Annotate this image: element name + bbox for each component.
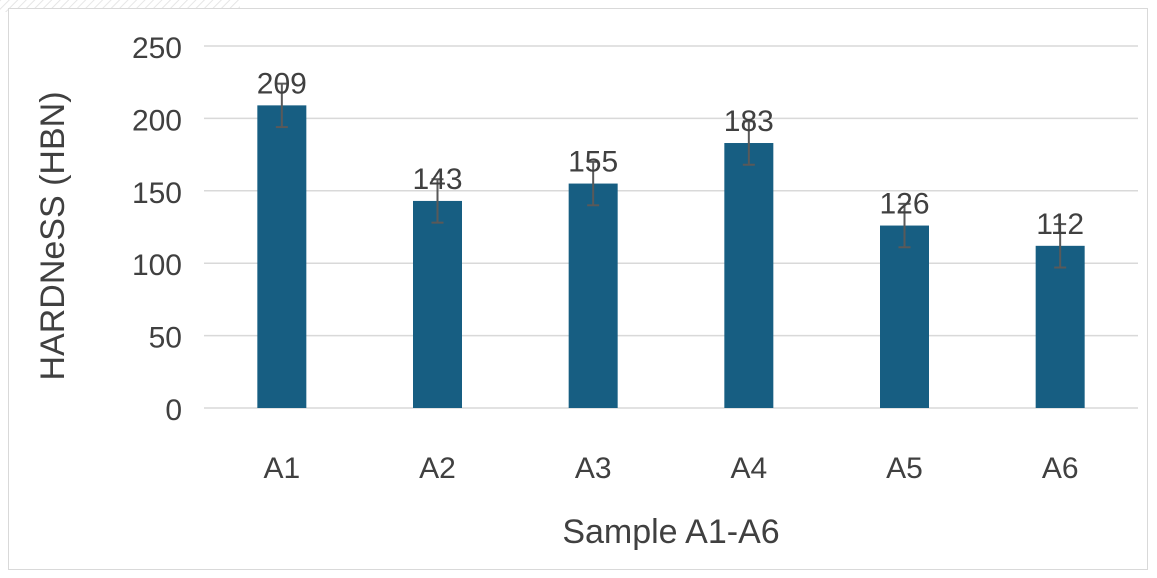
bar	[568, 183, 618, 408]
error-bar	[898, 202, 911, 249]
y-axis-title: HARDNeSS (HBN)	[34, 91, 72, 380]
data-label: 126	[879, 188, 929, 221]
x-tick-label: A2	[419, 452, 456, 485]
bar	[257, 105, 307, 409]
x-tick-label: A1	[263, 452, 300, 485]
data-label: 183	[724, 105, 774, 138]
y-axis-ticks: 0 50 100 150 200 250	[132, 32, 182, 427]
x-tick-label: A3	[575, 452, 612, 485]
y-tick-label: 200	[132, 104, 182, 137]
y-tick-label: 250	[132, 32, 182, 65]
bar	[1035, 245, 1085, 408]
x-tick-label: A5	[886, 452, 923, 485]
gridlines	[204, 45, 1138, 409]
y-tick-label: 0	[165, 394, 182, 427]
x-tick-label: A4	[730, 452, 767, 485]
bar	[724, 143, 774, 409]
bar	[880, 225, 929, 408]
error-bar	[275, 82, 288, 129]
bar	[413, 200, 462, 408]
x-tick-label: A6	[1042, 452, 1079, 485]
data-label: 112	[1036, 208, 1084, 241]
error-bar	[431, 178, 444, 224]
data-label: 143	[412, 163, 462, 196]
bars: 209 143 155 183 126 112	[257, 67, 1085, 409]
x-axis-title: Sample A1-A6	[562, 513, 779, 551]
y-tick-label: 100	[132, 249, 182, 282]
y-tick-label: 150	[132, 177, 182, 210]
y-tick-label: 50	[149, 322, 182, 355]
error-bar	[742, 120, 755, 166]
data-label: 155	[568, 146, 618, 179]
x-axis-ticks: A1 A2 A3 A4 A5 A6	[263, 452, 1078, 485]
data-label: 209	[257, 67, 307, 100]
error-bar	[1054, 223, 1067, 269]
error-bar	[587, 160, 600, 207]
